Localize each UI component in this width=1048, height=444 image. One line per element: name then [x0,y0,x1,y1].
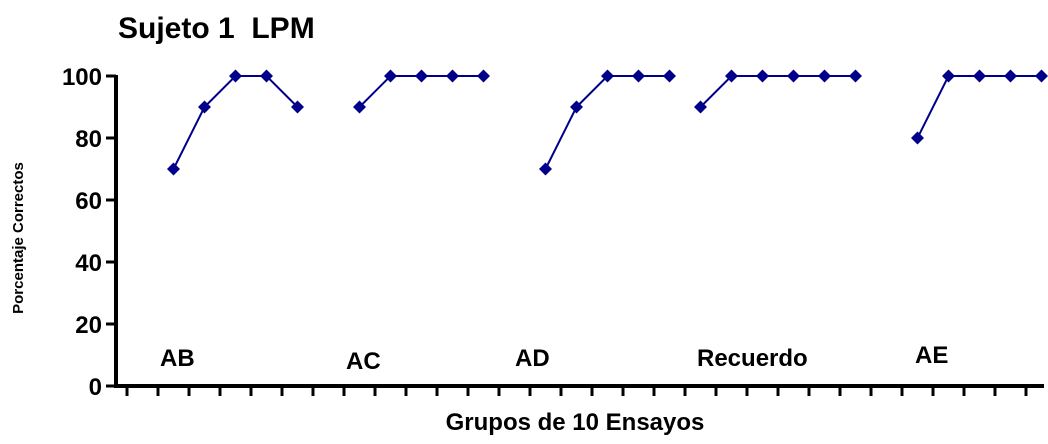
data-point [260,69,273,83]
axes: 0 20 40 60 80 100 [62,64,1044,401]
data-point [663,69,676,83]
data-point [198,100,211,114]
data-point [942,69,955,83]
data-point [384,69,397,83]
segment-label-ae: AE [915,342,948,369]
data-point [291,100,304,114]
data-point [601,69,614,83]
y-tick-label: 80 [75,126,102,153]
y-tick-label: 100 [62,64,102,91]
data-point [477,69,490,83]
series-group: AB AC AD Recuerdo AE [160,69,1048,375]
data-point [632,69,645,83]
data-point [1035,69,1048,83]
data-point [725,69,738,83]
x-axis-label: Grupos de 10 Ensayos [446,409,705,436]
series-line-recuerdo [699,75,856,108]
chart-title: Sujeto 1 LPM [118,12,315,45]
data-point [446,69,459,83]
data-point [539,162,552,176]
segment-label-ab: AB [160,345,195,372]
data-point [973,69,986,83]
series-line-ad [544,75,670,170]
data-point [415,69,428,83]
data-point [694,100,707,114]
data-point [167,162,180,176]
data-point [818,69,831,83]
data-point [353,100,366,114]
data-point [229,69,242,83]
data-point [849,69,862,83]
y-tick-label: 40 [75,250,102,277]
data-point [787,69,800,83]
series-line-ab [172,75,299,170]
data-point [1004,69,1017,83]
y-tick-label: 0 [89,374,102,401]
data-point [911,131,924,145]
data-point [570,100,583,114]
segment-label-ac: AC [346,348,381,375]
segment-label-ad: AD [515,345,550,372]
y-axis-label: Porcentaje Correctos [10,162,27,314]
data-point [756,69,769,83]
y-tick-label: 60 [75,188,102,215]
series-line-ae [916,75,1042,139]
segment-label-recuerdo: Recuerdo [697,345,808,372]
y-tick-label: 20 [75,312,102,339]
